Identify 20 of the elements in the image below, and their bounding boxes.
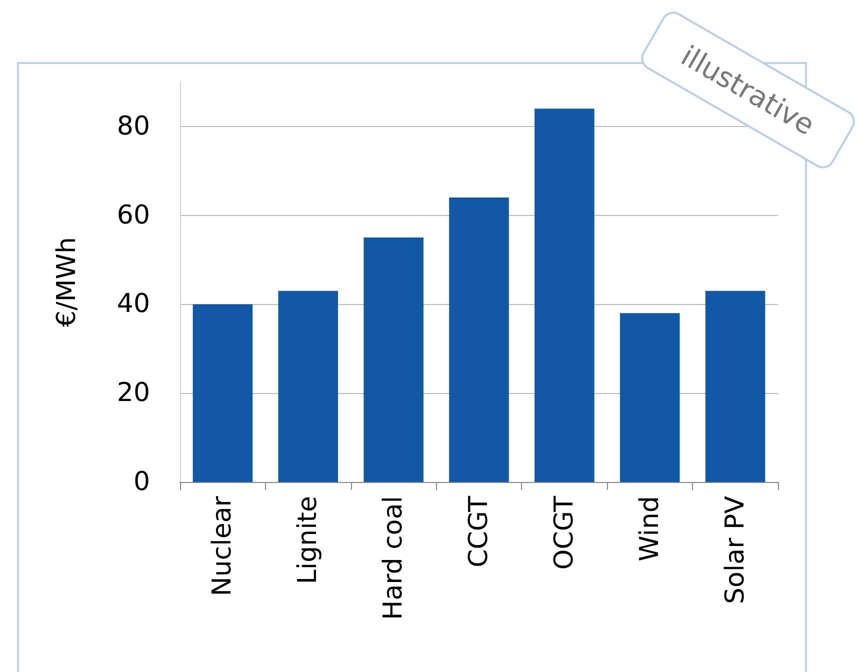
x-tick-label: Lignite — [293, 496, 324, 584]
bar — [449, 198, 509, 482]
y-tick-label: 60 — [116, 200, 150, 230]
x-tick-label: OCGT — [549, 496, 580, 570]
y-tick-label: 20 — [116, 378, 150, 408]
x-tick-label: CCGT — [464, 496, 494, 568]
y-tick-label: 40 — [116, 289, 150, 320]
x-tick-label: Wind — [634, 496, 665, 562]
x-tick-label: Solar PV — [720, 496, 750, 604]
bar — [192, 304, 253, 482]
x-tick-label: Nuclear — [208, 496, 238, 596]
y-tick-label: 0 — [133, 467, 150, 497]
bar — [534, 108, 594, 482]
y-tick-label: 80 — [116, 111, 150, 142]
bar — [620, 313, 680, 482]
y-axis-title: €/MWh — [52, 237, 82, 327]
x-tick-label: Hard coal — [378, 496, 409, 620]
bar — [705, 290, 766, 482]
bar — [364, 238, 424, 482]
bar — [278, 290, 338, 482]
